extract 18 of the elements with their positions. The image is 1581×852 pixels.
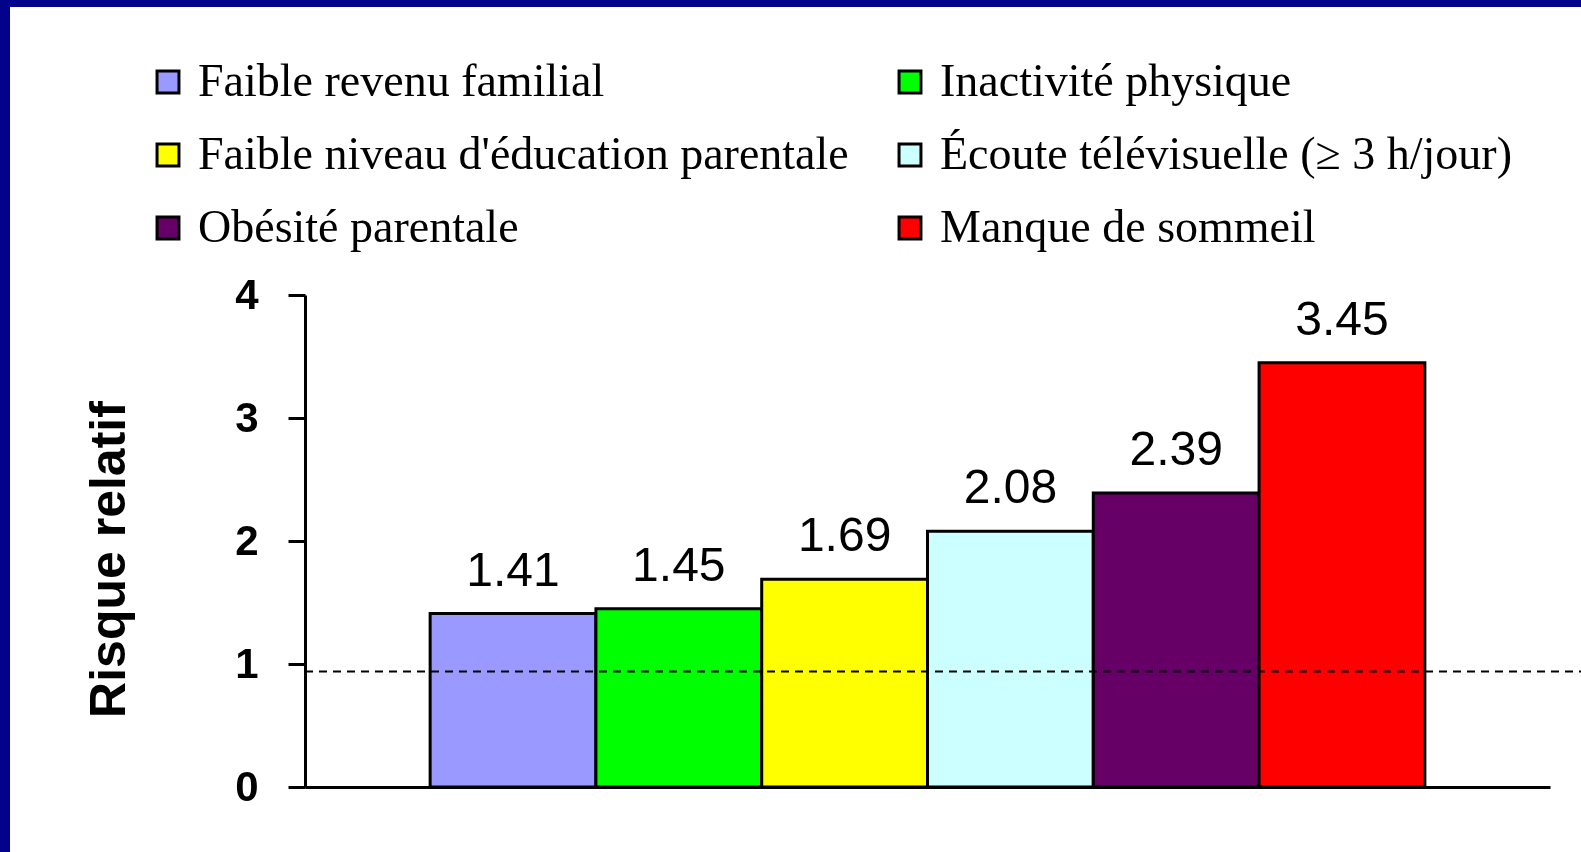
legend-label: Écoute télévisuelle (≥ 3 h/jour) bbox=[940, 128, 1512, 179]
data-label: 1.41 bbox=[466, 542, 560, 596]
legend-label: Obésité parentale bbox=[198, 201, 519, 252]
data-label: 2.39 bbox=[1129, 422, 1223, 476]
y-tick-label: 0 bbox=[235, 762, 259, 810]
y-axis-title: Risque relatif bbox=[80, 400, 137, 718]
data-label: 3.45 bbox=[1295, 291, 1389, 345]
data-label: 1.45 bbox=[632, 537, 726, 591]
legend-label: Faible revenu familial bbox=[198, 55, 605, 106]
y-tick-label: 4 bbox=[235, 270, 260, 318]
y-tick-label: 3 bbox=[235, 393, 259, 441]
data-label: 1.69 bbox=[797, 508, 892, 562]
legend-label: Inactivité physique bbox=[940, 55, 1292, 106]
legend-label: Manque de sommeil bbox=[940, 201, 1316, 252]
data-label: 2.08 bbox=[963, 460, 1058, 514]
y-tick-label: 1 bbox=[235, 639, 259, 687]
y-tick-label: 2 bbox=[235, 516, 259, 564]
legend-label: Faible niveau d'éducation parentale bbox=[198, 128, 849, 179]
